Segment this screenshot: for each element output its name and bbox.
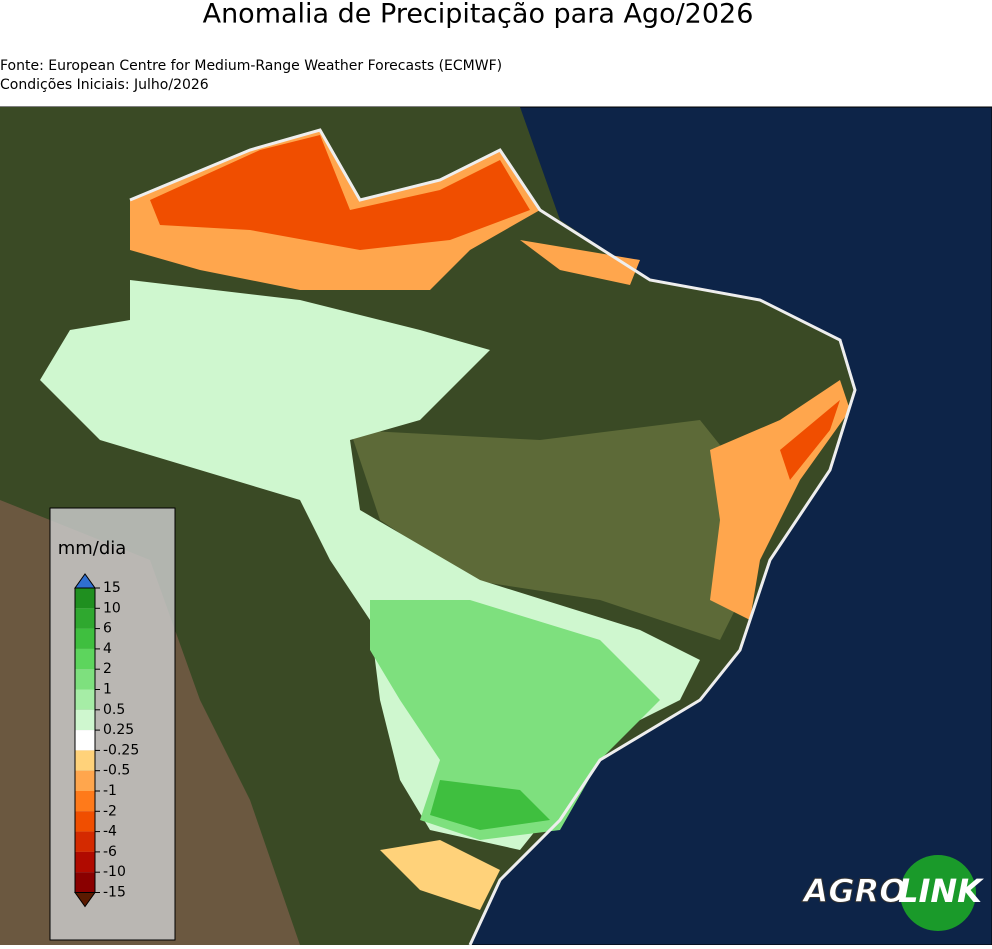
colorbar: 15 10 6 4 2 1 0.5 0.25 -0.25 -0.5 -1 -2 -4 -6 -10 -15 <box>74 573 139 908</box>
colorbar-tick-label: -0.5 <box>103 763 130 779</box>
colorbar-segment <box>75 669 95 690</box>
logo-circle <box>900 855 976 931</box>
colorbar-segment <box>75 648 95 670</box>
colorbar-tick-label: 6 <box>103 621 112 637</box>
legend-label: mm/dia <box>58 538 127 559</box>
border <box>129 128 857 946</box>
anomaly-red <box>150 135 530 250</box>
anomaly-south <box>380 840 500 910</box>
title: Anomalia de Precipitação para Ago/2026 <box>203 0 754 30</box>
logo-text: LINK <box>898 872 984 910</box>
anomaly-orange-coast <box>520 240 640 285</box>
colorbar-segment <box>75 872 95 893</box>
colorbar-tick-label: 15 <box>103 580 121 596</box>
colorbar-tick-label: 4 <box>103 641 112 657</box>
colorbar-tick-label: 1 <box>103 682 112 698</box>
legend-box <box>49 507 176 941</box>
colorbar-tick-label: -2 <box>103 803 117 819</box>
initial-conditions: Condições Iniciais: Julho/2026 <box>0 77 209 93</box>
colorbar-tick-label: -4 <box>103 824 117 840</box>
colorbar-segment <box>75 791 95 812</box>
source: Fonte: European Centre for Medium-Range … <box>0 58 502 74</box>
colorbar-tick-label: -0.25 <box>103 742 139 758</box>
colorbar-segment <box>75 628 95 649</box>
colorbar-frame <box>74 587 96 893</box>
cerrado <box>350 420 780 640</box>
colorbar-tick-label: -10 <box>103 864 126 880</box>
colorbar-tick-label: 0.5 <box>103 702 125 718</box>
map: mm/dia 15 10 6 4 2 1 0.5 0.25 -0.25 -0.5 -1 -2 -4 -6 -… <box>0 106 992 946</box>
colorbar-tick-label: 2 <box>103 661 112 677</box>
colorbar-segment <box>75 689 95 710</box>
colorbar-tick-label: -15 <box>103 885 126 901</box>
colorbar-segment <box>75 770 95 791</box>
logo-text: AGRO <box>801 872 907 910</box>
colorbar-tick-label: -1 <box>103 783 117 799</box>
colorbar-segment <box>75 608 95 629</box>
anomaly-red-northeast <box>780 400 840 480</box>
colorbar-segment <box>75 811 95 832</box>
colorbar-segment <box>75 750 95 771</box>
colorbar-tick-label: -6 <box>103 844 117 860</box>
anomaly-darkgreen <box>430 780 550 830</box>
colorbar-segment <box>75 831 95 852</box>
colorbar-segment <box>75 588 95 609</box>
colorbar-segment <box>75 851 95 873</box>
colorbar-segment <box>75 709 95 731</box>
colorbar-segment <box>75 730 95 751</box>
colorbar-tick-label: 10 <box>103 600 121 616</box>
colorbar-tick-label: 0.25 <box>103 722 134 738</box>
